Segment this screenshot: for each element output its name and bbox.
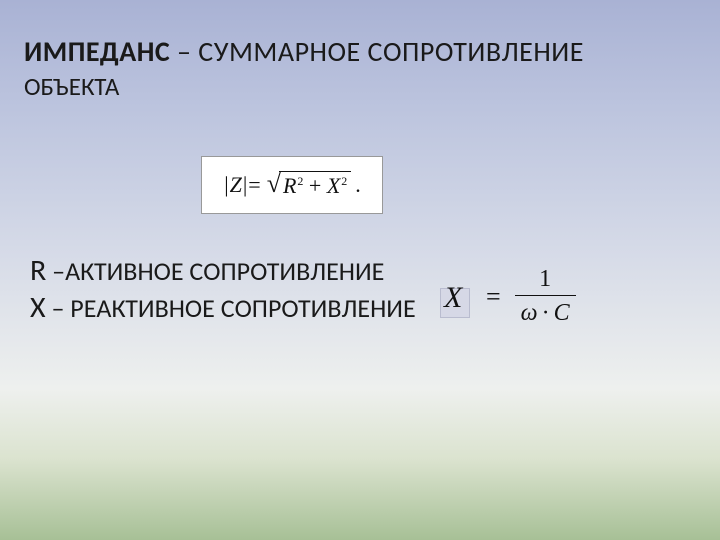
x-equals: = xyxy=(486,282,501,312)
x-equation: = 1 ω·C xyxy=(486,266,576,327)
x-text: – РЕАКТИВНОЕ СОПРОТИВЛЕНИЕ xyxy=(46,292,416,324)
R-exp: 2 xyxy=(297,174,303,188)
x-equation-letter: X xyxy=(444,281,462,315)
C: C xyxy=(554,300,570,326)
trailing-dot: . xyxy=(355,172,361,198)
sqrt-wrap: √ R2 + X2 xyxy=(267,171,352,199)
X: X xyxy=(327,173,340,198)
plus: + xyxy=(309,173,327,198)
title-line-1: ИМПЕДАНС – СУММАРНОЕ СОПРОТИВЛЕНИЕ xyxy=(24,34,696,69)
numerator: 1 xyxy=(535,266,555,295)
omega: ω xyxy=(521,300,538,326)
definitions-block: R –АКТИВНОЕ СОПРОТИВЛЕНИЕ Х – РЕАКТИВНОЕ… xyxy=(30,252,416,326)
X-exp: 2 xyxy=(341,174,347,188)
title-line-2: ОБЪЕКТА xyxy=(24,71,696,102)
definition-r: R –АКТИВНОЕ СОПРОТИВЛЕНИЕ xyxy=(30,252,416,289)
title-block: ИМПЕДАНС – СУММАРНОЕ СОПРОТИВЛЕНИЕ ОБЪЕК… xyxy=(24,34,696,102)
fraction: 1 ω·C xyxy=(515,266,576,327)
r-text: –АКТИВНОЕ СОПРОТИВЛЕНИЕ xyxy=(46,255,384,287)
dot-op: · xyxy=(538,300,554,326)
title-rest: – СУММАРНОЕ СОПРОТИВЛЕНИЕ xyxy=(170,34,584,69)
definition-x: Х – РЕАКТИВНОЕ СОПРОТИВЛЕНИЕ xyxy=(30,289,416,326)
r-symbol: R xyxy=(30,252,46,289)
R: R xyxy=(283,173,296,198)
denominator: ω·C xyxy=(515,296,576,327)
x-symbol: Х xyxy=(30,289,46,326)
equals-sign: = xyxy=(248,172,260,198)
under-sqrt: R2 + X2 xyxy=(279,171,351,199)
z-formula-box: | Z | = √ R2 + X2 . xyxy=(201,156,383,214)
title-bold: ИМПЕДАНС xyxy=(24,34,170,69)
z-letter: Z xyxy=(230,172,242,198)
